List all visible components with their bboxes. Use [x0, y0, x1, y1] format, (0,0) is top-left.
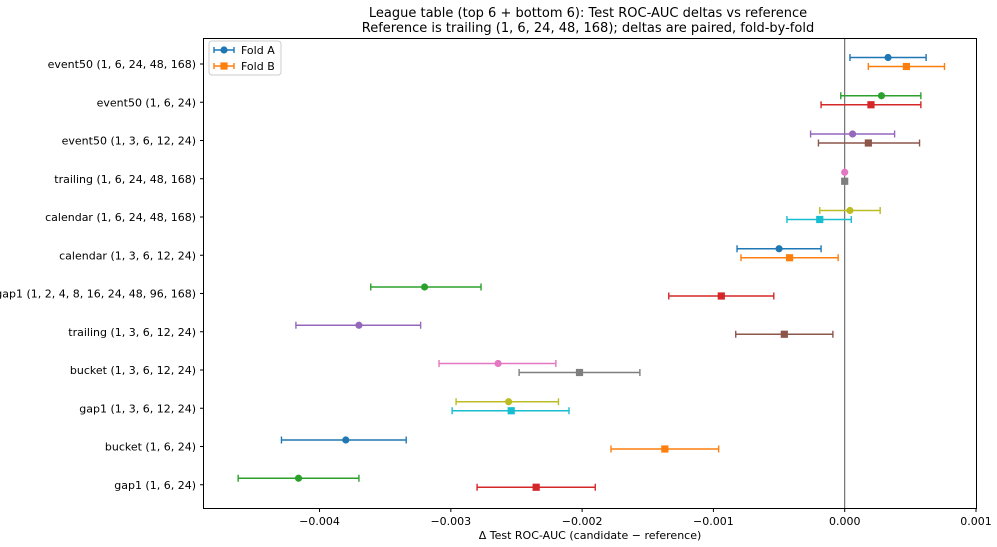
data-point — [420, 283, 429, 291]
y-tick-label: gap1 (1, 2, 4, 8, 16, 24, 48, 96, 168) — [0, 288, 196, 301]
data-point — [355, 321, 363, 329]
plot-area: event50 (1, 6, 24, 48, 168) event50 (1, 6… — [0, 38, 992, 528]
data-point — [507, 407, 515, 415]
data-point — [775, 245, 783, 253]
data-point — [532, 483, 540, 491]
y-tick-label: trailing (1, 3, 6, 12, 24) — [68, 326, 196, 339]
legend-marker — [220, 46, 228, 54]
data-point — [785, 254, 794, 262]
chart-subtitle: Reference is trailing (1, 6, 24, 48, 168… — [362, 21, 814, 36]
y-tick-label: gap1 (1, 6, 24) — [114, 479, 196, 492]
data-point — [841, 168, 849, 176]
legend-label: Fold B — [241, 60, 275, 73]
data-point — [342, 436, 350, 444]
plot-frame — [203, 38, 977, 509]
data-point — [867, 101, 875, 109]
y-tick-label: event50 (1, 6, 24) — [97, 96, 196, 109]
data-point — [846, 206, 854, 215]
y-tick-label: bucket (1, 6, 24) — [105, 441, 196, 454]
data-point — [864, 139, 872, 147]
data-point — [661, 445, 669, 453]
x-tick-label: −0.003 — [430, 515, 471, 528]
y-tick-label: bucket (1, 3, 6, 12, 24) — [70, 364, 196, 377]
legend: Fold A Fold B — [208, 40, 282, 76]
data-point — [780, 330, 788, 338]
y-tick-label: trailing (1, 6, 24, 48, 168) — [54, 173, 196, 186]
data-point — [575, 368, 584, 377]
x-tick-label: 0.000 — [829, 515, 861, 528]
data-point — [848, 130, 857, 138]
data-point — [717, 292, 725, 300]
chart-title: League table (top 6 + bottom 6): Test RO… — [369, 6, 807, 21]
data-point — [494, 359, 502, 368]
legend-marker — [220, 62, 228, 70]
x-tick-label: −0.001 — [693, 515, 734, 528]
data-point — [504, 398, 513, 406]
y-tick-label: calendar (1, 3, 6, 12, 24) — [59, 249, 196, 262]
x-tick-label: 0.001 — [960, 515, 992, 528]
legend-label: Fold A — [241, 44, 275, 57]
data-point — [884, 53, 892, 62]
data-point — [877, 92, 886, 100]
data-point — [902, 62, 911, 71]
y-tick-label: event50 (1, 3, 6, 12, 24) — [62, 135, 196, 148]
x-axis-label: Δ Test ROC-AUC (candidate − reference) — [479, 529, 702, 542]
data-point — [816, 215, 824, 224]
x-tick-label: −0.004 — [299, 515, 340, 528]
y-tick-label: event50 (1, 6, 24, 48, 168) — [48, 58, 196, 71]
y-tick-label: gap1 (1, 3, 6, 12, 24) — [79, 402, 196, 415]
data-point — [294, 474, 303, 482]
x-tick-label: −0.002 — [562, 515, 603, 528]
data-point — [841, 177, 849, 185]
y-tick-label: calendar (1, 6, 24, 48, 168) — [45, 211, 196, 224]
